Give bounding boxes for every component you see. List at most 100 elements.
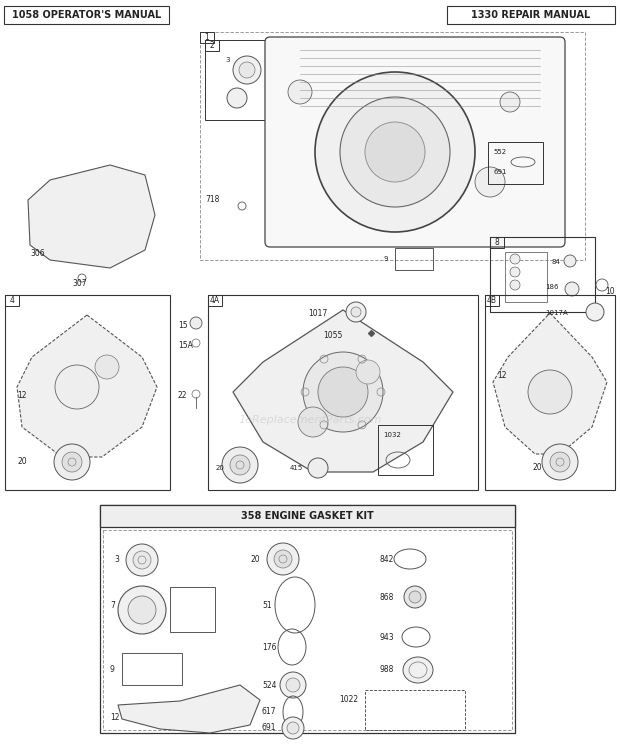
Text: 2: 2 (210, 41, 215, 50)
Text: 552: 552 (493, 149, 506, 155)
Circle shape (308, 458, 328, 478)
Circle shape (356, 360, 380, 384)
Text: 186: 186 (545, 284, 559, 290)
Text: 12: 12 (110, 713, 120, 722)
Text: 868: 868 (380, 592, 394, 601)
Circle shape (126, 544, 158, 576)
Text: 988: 988 (380, 665, 394, 675)
Text: 415: 415 (290, 465, 303, 471)
Text: 1eReplacementParts.com: 1eReplacementParts.com (238, 415, 382, 425)
Polygon shape (28, 165, 155, 268)
Circle shape (500, 92, 520, 112)
Circle shape (222, 447, 258, 483)
Circle shape (233, 56, 261, 84)
Circle shape (55, 365, 99, 409)
Bar (205, 40, 219, 51)
Circle shape (128, 596, 156, 624)
Text: 12: 12 (17, 391, 27, 400)
Circle shape (298, 407, 328, 437)
Text: 1017: 1017 (308, 309, 327, 318)
Text: 51: 51 (262, 600, 272, 609)
Bar (447, 6, 615, 24)
Circle shape (227, 88, 247, 108)
Text: 176: 176 (262, 643, 277, 652)
Text: 358 ENGINE GASKET KIT: 358 ENGINE GASKET KIT (241, 511, 373, 521)
Circle shape (230, 455, 250, 475)
Text: 943: 943 (380, 632, 394, 641)
Circle shape (346, 302, 366, 322)
Bar (200, 32, 214, 43)
Text: 15: 15 (178, 321, 188, 330)
Text: 1017A: 1017A (545, 310, 568, 316)
Ellipse shape (403, 657, 433, 683)
Text: 9: 9 (384, 256, 388, 262)
Bar (103, 530, 512, 730)
Bar (200, 32, 585, 260)
Bar (208, 295, 478, 490)
Text: 718: 718 (205, 196, 219, 205)
Text: 22: 22 (178, 391, 187, 400)
Circle shape (282, 717, 304, 739)
Bar (100, 505, 515, 733)
Text: 307: 307 (72, 278, 87, 287)
Circle shape (409, 591, 421, 603)
Text: 524: 524 (262, 681, 277, 690)
Circle shape (54, 444, 90, 480)
Circle shape (528, 370, 572, 414)
Bar (488, 142, 543, 184)
Text: 20: 20 (17, 458, 27, 466)
Bar (208, 295, 222, 306)
Text: 9: 9 (110, 664, 115, 673)
Polygon shape (118, 685, 260, 733)
Bar (5, 295, 19, 306)
Circle shape (118, 586, 166, 634)
Text: 7: 7 (110, 600, 115, 609)
Circle shape (318, 367, 368, 417)
Circle shape (365, 122, 425, 182)
Circle shape (95, 355, 119, 379)
Circle shape (404, 586, 426, 608)
Bar (485, 295, 615, 490)
Circle shape (510, 267, 520, 277)
Circle shape (133, 551, 151, 569)
Bar (4, 6, 169, 24)
Polygon shape (17, 315, 157, 457)
Circle shape (351, 307, 361, 317)
Circle shape (280, 672, 306, 698)
Text: 20: 20 (533, 464, 542, 472)
Text: 1058 OPERATOR'S MANUAL: 1058 OPERATOR'S MANUAL (12, 10, 161, 20)
Circle shape (510, 254, 520, 264)
Polygon shape (493, 313, 607, 454)
Text: 3: 3 (114, 556, 119, 565)
Circle shape (564, 255, 576, 267)
Circle shape (586, 303, 604, 321)
Text: 1: 1 (205, 33, 210, 42)
Text: 4B: 4B (487, 296, 497, 305)
Polygon shape (233, 310, 453, 472)
Circle shape (315, 72, 475, 232)
Circle shape (340, 97, 450, 207)
Circle shape (62, 452, 82, 472)
Circle shape (286, 678, 300, 692)
Circle shape (190, 317, 202, 329)
Bar (485, 295, 499, 306)
Text: 15A: 15A (178, 341, 193, 350)
Text: 12: 12 (497, 371, 507, 379)
Circle shape (288, 80, 312, 104)
Text: 84: 84 (552, 259, 561, 265)
Text: 8: 8 (495, 238, 499, 247)
Text: 1055: 1055 (323, 330, 342, 339)
Bar (505, 252, 547, 302)
Text: 1022: 1022 (339, 696, 358, 705)
Circle shape (267, 543, 299, 575)
Text: 691: 691 (493, 169, 507, 175)
Bar (5, 295, 170, 490)
Circle shape (239, 62, 255, 78)
FancyBboxPatch shape (265, 37, 565, 247)
Circle shape (542, 444, 578, 480)
Text: 3: 3 (225, 57, 229, 63)
Bar (170, 587, 215, 632)
Bar (490, 237, 595, 312)
Text: 4A: 4A (210, 296, 220, 305)
Circle shape (303, 352, 383, 432)
